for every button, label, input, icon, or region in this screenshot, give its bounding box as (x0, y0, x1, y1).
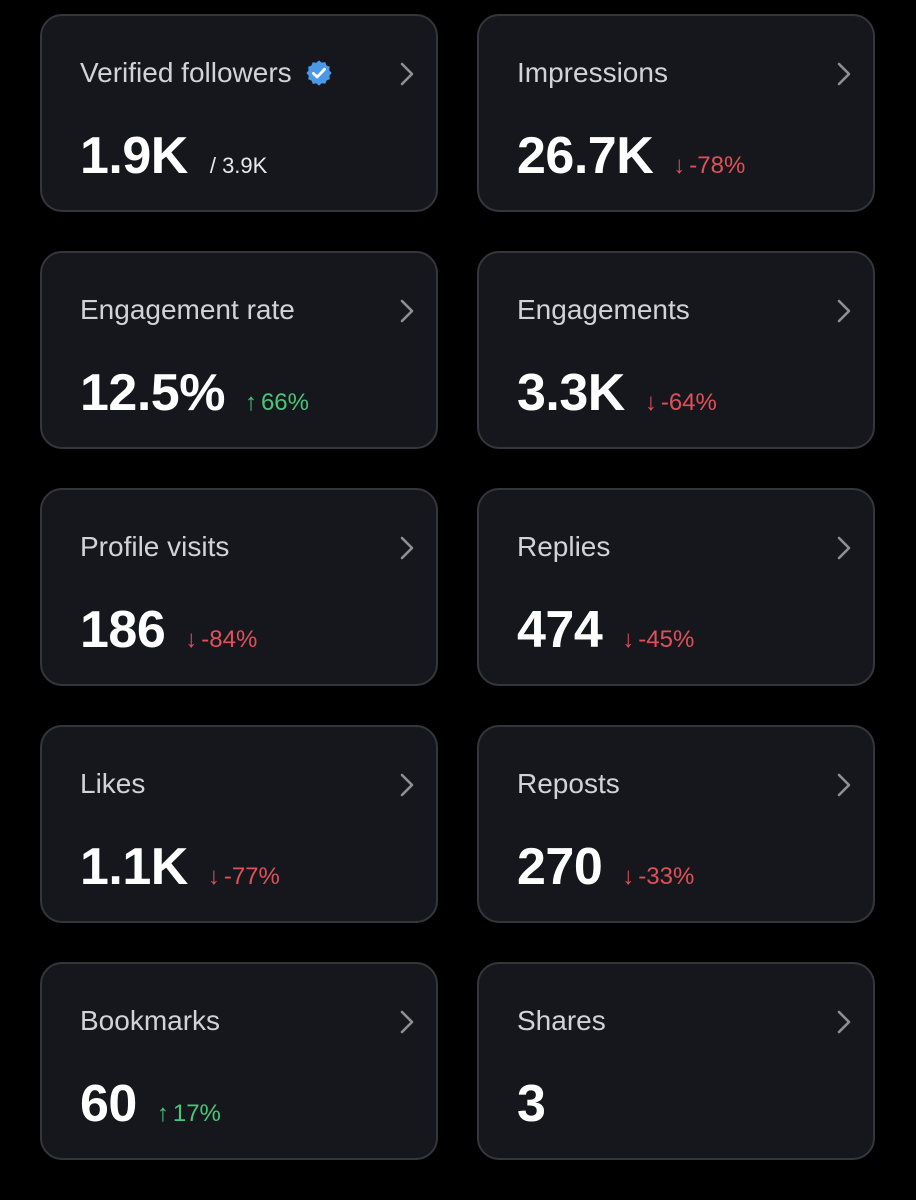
metric-change-value: 17% (172, 1100, 221, 1127)
metric-value: 26.7K (517, 127, 654, 185)
chevron-right-icon (837, 773, 851, 797)
chevron-right-icon (400, 1010, 414, 1034)
chevron-right-icon (837, 1010, 851, 1034)
arrow-down-icon: ↓ (207, 863, 220, 890)
metric-change-value: -45% (638, 626, 695, 653)
metric-row: 186 ↓ -84% (80, 602, 257, 658)
arrow-down-icon: ↓ (673, 152, 686, 179)
card-title: Engagement rate (80, 293, 295, 327)
card-verified-followers[interactable]: Verified followers 1.9K / 3.9K (40, 14, 438, 212)
metric-row: 474 ↓ -45% (517, 602, 694, 658)
card-bookmarks[interactable]: Bookmarks 60 ↑ 17% (40, 962, 438, 1160)
metric-value: 1.9K (80, 127, 188, 185)
metric-change: ↑ 66% (245, 389, 309, 417)
card-title-label: Shares (517, 1005, 606, 1036)
card-title-label: Engagements (517, 294, 690, 325)
metric-value: 270 (517, 838, 603, 896)
chevron-right-icon (400, 299, 414, 323)
card-title: Replies (517, 530, 610, 564)
card-title: Profile visits (80, 530, 229, 564)
metric-row: 3.3K ↓ -64% (517, 365, 717, 421)
metric-change-value: 66% (260, 389, 309, 416)
metric-change: ↑ 17% (157, 1100, 221, 1128)
arrow-up-icon: ↑ (156, 1100, 169, 1127)
card-title: Verified followers (80, 56, 333, 90)
card-shares[interactable]: Shares 3 (477, 962, 875, 1160)
card-title-label: Impressions (517, 57, 668, 88)
card-title-label: Bookmarks (80, 1005, 221, 1036)
card-title-label: Replies (517, 531, 611, 562)
chevron-right-icon (400, 62, 414, 86)
metric-row: 1.9K / 3.9K (80, 128, 267, 184)
metric-change: ↓ -77% (208, 863, 280, 891)
arrow-down-icon: ↓ (622, 626, 635, 653)
metric-change: ↓ -45% (622, 626, 694, 654)
card-title-label: Profile visits (80, 531, 230, 562)
metric-change-value: -33% (638, 863, 695, 890)
metric-change: ↓ -64% (645, 389, 717, 417)
card-engagements[interactable]: Engagements 3.3K ↓ -64% (477, 251, 875, 449)
metric-change-value: -84% (201, 626, 258, 653)
card-title: Likes (80, 767, 145, 801)
chevron-right-icon (837, 299, 851, 323)
card-replies[interactable]: Replies 474 ↓ -45% (477, 488, 875, 686)
card-likes[interactable]: Likes 1.1K ↓ -77% (40, 725, 438, 923)
metric-change: ↓ -84% (185, 626, 257, 654)
arrow-down-icon: ↓ (622, 863, 635, 890)
card-title: Reposts (517, 767, 620, 801)
card-impressions[interactable]: Impressions 26.7K ↓ -78% (477, 14, 875, 212)
card-title: Bookmarks (80, 1004, 220, 1038)
metric-change-value: -64% (660, 389, 717, 416)
chevron-right-icon (400, 773, 414, 797)
metric-row: 270 ↓ -33% (517, 839, 694, 895)
arrow-down-icon: ↓ (185, 626, 198, 653)
card-reposts[interactable]: Reposts 270 ↓ -33% (477, 725, 875, 923)
metric-change-value: -77% (223, 863, 280, 890)
chevron-right-icon (837, 536, 851, 560)
analytics-card-grid: Verified followers 1.9K / 3.9K Impressio… (40, 14, 875, 1160)
metric-row: 3 (517, 1075, 546, 1133)
metric-total: / 3.9K (209, 153, 268, 178)
metric-value: 60 (80, 1075, 137, 1133)
metric-row: 1.1K ↓ -77% (80, 839, 280, 895)
metric-value: 186 (80, 601, 166, 659)
card-title-label: Likes (80, 768, 146, 799)
metric-change: ↓ -33% (622, 863, 694, 891)
metric-row: 12.5% ↑ 66% (80, 365, 309, 421)
card-title-label: Engagement rate (80, 294, 295, 325)
metric-value: 12.5% (80, 364, 225, 422)
metric-row: 60 ↑ 17% (80, 1076, 221, 1132)
arrow-down-icon: ↓ (644, 389, 657, 416)
metric-value: 3 (517, 1075, 546, 1133)
card-title-label: Reposts (517, 768, 620, 799)
metric-value: 3.3K (517, 364, 625, 422)
metric-change-value: -78% (689, 152, 746, 179)
metric-row: 26.7K ↓ -78% (517, 128, 745, 184)
verified-badge-icon (306, 60, 332, 86)
metric-value: 1.1K (80, 838, 188, 896)
arrow-up-icon: ↑ (244, 389, 257, 416)
card-title-label: Verified followers (80, 57, 292, 88)
card-title: Impressions (517, 56, 668, 90)
card-title: Engagements (517, 293, 690, 327)
chevron-right-icon (837, 62, 851, 86)
metric-change: ↓ -78% (673, 152, 745, 180)
card-profile-visits[interactable]: Profile visits 186 ↓ -84% (40, 488, 438, 686)
card-engagement-rate[interactable]: Engagement rate 12.5% ↑ 66% (40, 251, 438, 449)
metric-value: 474 (517, 601, 603, 659)
card-title: Shares (517, 1004, 606, 1038)
chevron-right-icon (400, 536, 414, 560)
